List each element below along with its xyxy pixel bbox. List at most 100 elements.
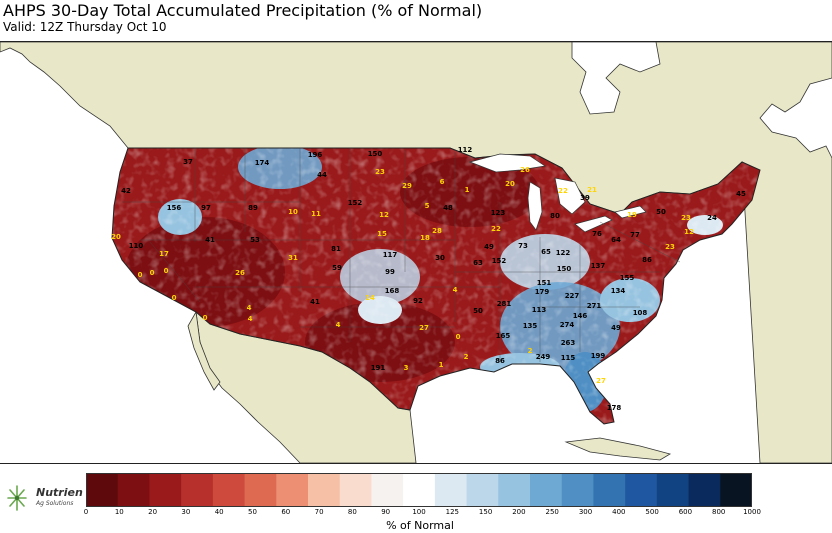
map-title: AHPS 30-Day Total Accumulated Precipitat… xyxy=(3,1,483,20)
legend-tick-label: 0 xyxy=(83,508,89,516)
station-label: 108 xyxy=(633,309,648,317)
station-label: 156 xyxy=(167,204,182,212)
station-label: 165 xyxy=(496,332,511,340)
station-label: 86 xyxy=(495,357,505,365)
station-label: 24 xyxy=(707,214,717,222)
lake-superior xyxy=(468,153,546,173)
lake-huron xyxy=(554,177,586,215)
station-label: 134 xyxy=(611,287,626,295)
legend-border xyxy=(86,473,752,507)
legend-tick-label: 80 xyxy=(347,508,357,516)
legend-swatch xyxy=(656,473,690,507)
station-label: 86 xyxy=(642,256,652,264)
legend-tick-label: 100 xyxy=(412,508,426,516)
legend-tick-label: 250 xyxy=(545,508,559,516)
station-label: 76 xyxy=(592,230,602,238)
station-label: 4 xyxy=(336,321,341,329)
station-label: 178 xyxy=(607,404,622,412)
station-label: 199 xyxy=(591,352,606,360)
station-label: 53 xyxy=(250,236,260,244)
legend-swatch xyxy=(339,473,372,507)
station-label: 41 xyxy=(205,236,215,244)
legend-tick-label: 1000 xyxy=(743,508,761,516)
map-subtitle: Valid: 12Z Thursday Oct 10 xyxy=(3,20,167,34)
leaf-icon xyxy=(7,485,27,511)
station-label: 42 xyxy=(121,187,131,195)
station-label: 80 xyxy=(550,212,560,220)
nutrien-logo xyxy=(7,485,27,511)
station-label: 155 xyxy=(620,274,635,282)
legend-swatch xyxy=(244,473,277,507)
station-label: 137 xyxy=(591,262,606,270)
station-label: 23 xyxy=(375,168,385,176)
legend-tick-label: 40 xyxy=(214,508,224,516)
baja-land xyxy=(187,310,221,391)
station-label: 123 xyxy=(491,209,506,217)
station-label: 0 xyxy=(164,267,169,275)
color-legend xyxy=(86,473,752,507)
legend-swatch xyxy=(86,473,119,507)
station-label: 64 xyxy=(611,236,621,244)
station-label: 59 xyxy=(332,264,342,272)
station-label: 113 xyxy=(532,306,547,314)
legend-swatch xyxy=(498,473,531,507)
legend-title: % of Normal xyxy=(386,519,454,532)
station-label: 196 xyxy=(308,151,323,159)
station-label: 227 xyxy=(565,292,580,300)
station-label: 263 xyxy=(561,339,576,347)
logo-tagline: Ag Solutions xyxy=(36,500,74,507)
station-label: 27 xyxy=(419,324,429,332)
station-label: 135 xyxy=(523,322,538,330)
station-label: 11 xyxy=(311,210,321,218)
station-label: 110 xyxy=(129,242,144,250)
legend-tick-label: 50 xyxy=(248,508,257,516)
legend-swatch xyxy=(530,473,563,507)
station-label: 85 xyxy=(0,42,5,44)
station-label: 4 xyxy=(248,315,253,323)
station-label: 99 xyxy=(385,268,395,276)
station-label: 97 xyxy=(201,204,211,212)
station-label: 191 xyxy=(371,364,386,372)
station-label: 20 xyxy=(111,233,121,241)
legend-tick-label: 300 xyxy=(578,508,593,516)
legend-swatch xyxy=(276,473,309,507)
us-outline xyxy=(111,147,761,425)
hudson-bay-water xyxy=(571,42,661,115)
station-label: 4 xyxy=(247,304,252,312)
station-label: 41 xyxy=(310,298,320,306)
station-label: 2 xyxy=(528,347,533,355)
legend-tick-label: 125 xyxy=(445,508,459,516)
legend-swatch xyxy=(625,473,658,507)
station-label: 29 xyxy=(402,182,412,190)
station-label: 26 xyxy=(520,166,530,174)
legend-swatch xyxy=(720,473,752,507)
station-label: 22 xyxy=(558,187,568,195)
station-label: 17 xyxy=(159,250,169,258)
station-label: 22 xyxy=(491,225,501,233)
legend-tick-label: 150 xyxy=(478,508,493,516)
legend-tick-label: 30 xyxy=(181,508,191,516)
station-label: 150 xyxy=(557,265,572,273)
station-label: 10 xyxy=(288,208,298,216)
station-label: 12 xyxy=(684,228,694,236)
station-label: 0 xyxy=(203,314,208,322)
station-label: 20 xyxy=(505,180,515,188)
station-label: 45 xyxy=(736,190,746,198)
station-label: 65 xyxy=(541,248,551,256)
station-label: 0 xyxy=(172,294,177,302)
legend-swatch xyxy=(688,473,721,507)
station-label: 31 xyxy=(288,254,298,262)
station-label: 89 xyxy=(248,204,258,212)
legend-swatch xyxy=(403,473,436,507)
station-label: 26 xyxy=(235,269,245,277)
station-label: 63 xyxy=(473,259,483,267)
state-borders xyxy=(122,148,681,362)
station-label: 152 xyxy=(348,199,363,207)
legend-swatch xyxy=(212,473,246,507)
legend-swatch xyxy=(434,473,468,507)
station-label: 1 xyxy=(439,361,444,369)
station-label: 44 xyxy=(317,171,327,179)
lake-ontario xyxy=(614,205,647,219)
legend-swatch xyxy=(149,473,182,507)
